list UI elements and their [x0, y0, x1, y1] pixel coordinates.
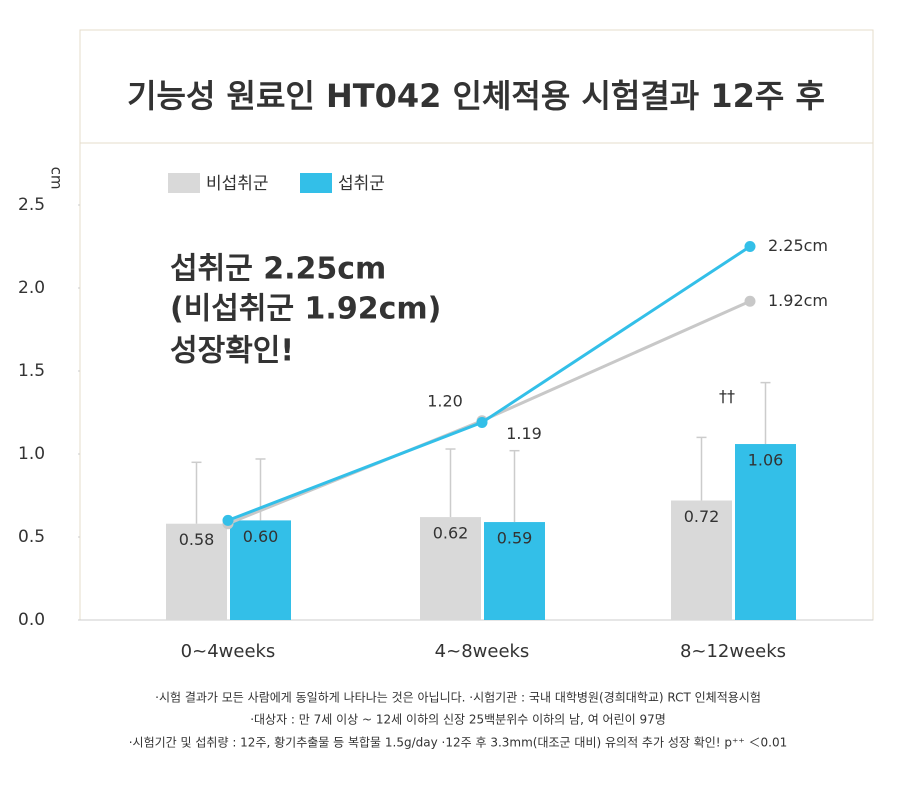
footnote: ·시험 결과가 모든 사람에게 동일하게 나타나는 것은 아닙니다. ·시험기관…: [155, 691, 761, 705]
bar-label: 0.62: [433, 524, 469, 543]
bar-label: 0.58: [179, 530, 215, 549]
y-axis-label: cm: [48, 167, 66, 190]
bar-label: 0.72: [684, 507, 720, 526]
bar: [166, 523, 227, 620]
line-label: 1.92cm: [768, 291, 828, 310]
legend-swatch: [300, 173, 332, 193]
line-label: 1.20: [427, 391, 463, 410]
y-tick-label: 1.0: [18, 444, 45, 464]
bar-label: 0.59: [497, 529, 533, 548]
callout: 섭취군 2.25cm: [170, 252, 386, 287]
legend-swatch: [168, 173, 200, 193]
callout: (비섭취군 1.92cm): [170, 292, 441, 327]
bar: [230, 520, 291, 620]
line-point: [476, 416, 488, 428]
line-point: [744, 241, 756, 252]
y-tick-label: 0.0: [18, 610, 45, 630]
callout: 성장확인!: [170, 334, 294, 369]
x-tick-label: 8~12weeks: [680, 641, 786, 662]
line-label: 1.19: [506, 424, 542, 443]
bar-label: 1.06: [748, 451, 784, 470]
footnote: ·시험기간 및 섭취량 : 12주, 황기추출물 등 복합물 1.5g/day …: [129, 736, 788, 750]
bar: [671, 500, 732, 620]
bar: [735, 444, 796, 620]
x-tick-label: 0~4weeks: [181, 641, 276, 662]
y-tick-label: 2.5: [18, 195, 45, 215]
significance-mark: ††: [719, 387, 735, 406]
line: [227, 245, 751, 522]
line-point: [744, 295, 756, 307]
chart-title: 기능성 원료인 HT042 인체적용 시험결과 12주 후: [127, 77, 825, 115]
line-label: 2.25cm: [768, 236, 828, 255]
bar: [420, 517, 481, 620]
x-tick-label: 4~8weeks: [435, 641, 530, 662]
y-tick-label: 0.5: [18, 527, 45, 547]
y-tick-label: 2.0: [18, 278, 45, 298]
bar-label: 0.60: [243, 527, 279, 546]
line-point: [222, 514, 234, 526]
y-tick-label: 1.5: [18, 361, 45, 381]
legend-label: 섭취군: [338, 174, 385, 194]
legend-label: 비섭취군: [206, 174, 269, 194]
footnote: ·대상자 : 만 7세 이상 ~ 12세 이하의 신장 25백분위수 이하의 남…: [250, 713, 666, 727]
bar: [484, 522, 545, 620]
